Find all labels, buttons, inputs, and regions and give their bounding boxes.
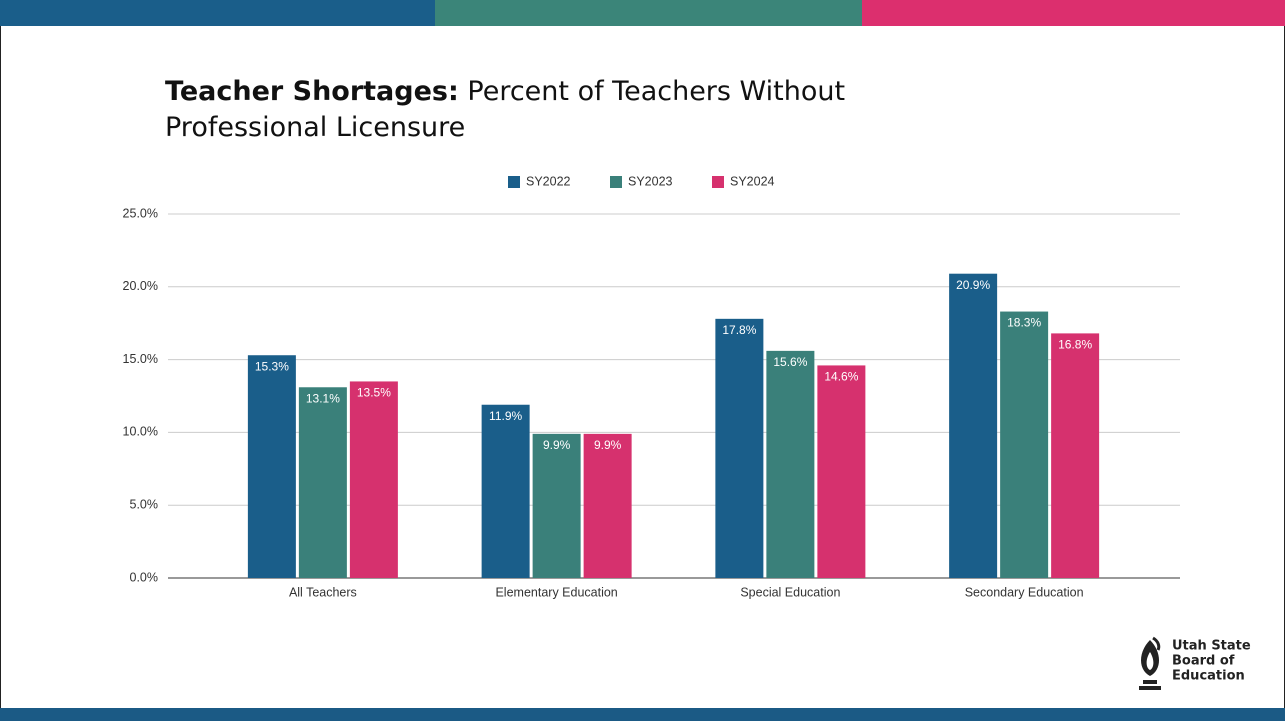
y-tick-label: 15.0%	[123, 352, 158, 366]
y-tick-label: 5.0%	[130, 497, 159, 511]
data-label: 13.5%	[357, 386, 391, 400]
title-prefix: Teacher Shortages:	[165, 76, 459, 107]
data-label: 9.9%	[594, 438, 622, 452]
data-label: 18.3%	[1007, 316, 1041, 330]
title-text: Percent of Teachers Without Professional…	[165, 76, 846, 143]
data-label: 16.8%	[1058, 338, 1092, 352]
bar	[949, 273, 998, 578]
legend-swatch	[610, 176, 622, 188]
x-tick-label: Secondary Education	[965, 585, 1084, 599]
data-label: 11.9%	[489, 409, 522, 423]
data-label: 13.1%	[306, 391, 340, 405]
chart-title: Teacher Shortages: Percent of Teachers W…	[165, 74, 925, 146]
data-label: 14.6%	[824, 370, 858, 384]
y-tick-label: 0.0%	[130, 570, 159, 584]
logo-text: Education	[1172, 669, 1245, 684]
legend-swatch	[712, 176, 724, 188]
legend-label: SY2022	[526, 174, 571, 188]
bar	[1000, 311, 1049, 578]
data-label: 20.9%	[956, 278, 990, 292]
stripe	[862, 0, 1285, 26]
y-tick-label: 25.0%	[123, 206, 158, 220]
stripe	[435, 0, 862, 26]
x-tick-label: Elementary Education	[495, 585, 617, 599]
bar	[247, 355, 296, 578]
stripe	[0, 0, 435, 26]
logo-icon	[1139, 636, 1161, 690]
bar	[766, 350, 815, 578]
bar	[481, 404, 530, 578]
legend-label: SY2024	[730, 174, 775, 188]
y-tick-label: 10.0%	[123, 425, 158, 439]
data-label: 17.8%	[722, 323, 756, 337]
data-label: 15.3%	[255, 359, 289, 373]
logo-text: Utah State	[1172, 639, 1251, 654]
x-tick-label: All Teachers	[289, 585, 357, 599]
y-tick-label: 20.0%	[123, 279, 158, 293]
footer-bar	[0, 708, 1285, 721]
bar	[583, 433, 632, 578]
legend-swatch	[508, 176, 520, 188]
bar	[298, 387, 347, 578]
data-label: 9.9%	[543, 438, 571, 452]
bar	[532, 433, 581, 578]
bar	[817, 365, 866, 578]
bar	[1051, 333, 1100, 578]
bar	[349, 381, 398, 578]
x-tick-label: Special Education	[740, 585, 840, 599]
bar	[715, 318, 764, 578]
data-label: 15.6%	[773, 355, 807, 369]
logo-text: Board of	[1172, 654, 1235, 669]
legend-label: SY2023	[628, 174, 673, 188]
